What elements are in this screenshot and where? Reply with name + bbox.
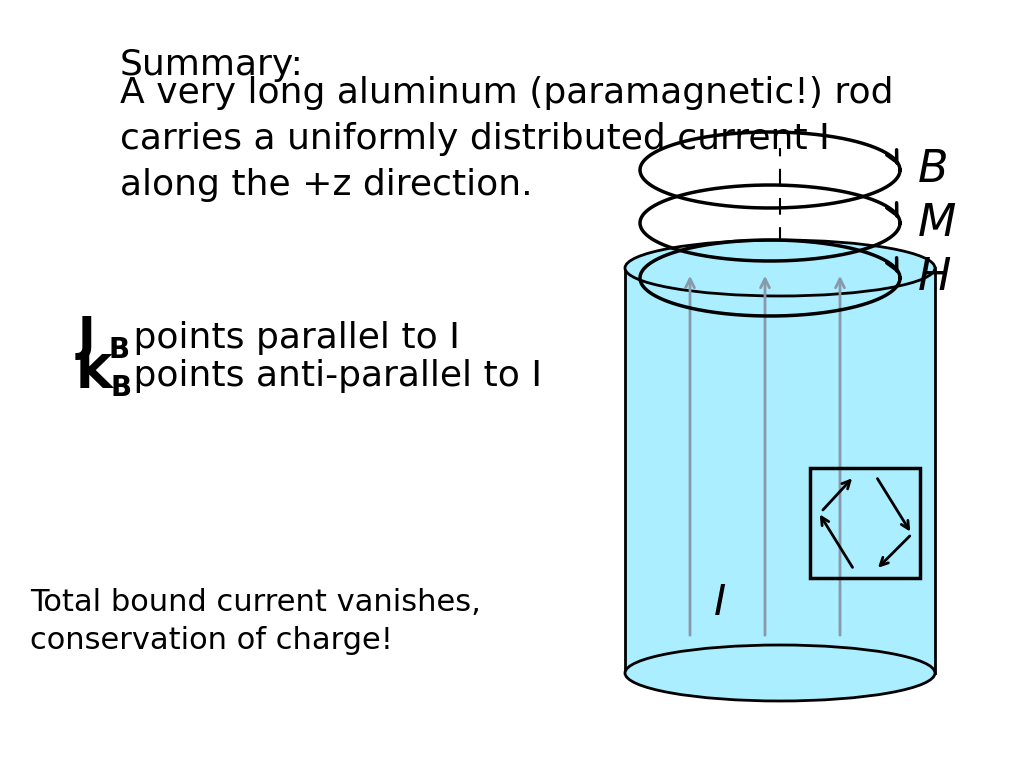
- Text: Summary:: Summary:: [120, 48, 304, 82]
- Text: I: I: [714, 582, 726, 624]
- Text: $\mathbf{B}$: $\mathbf{B}$: [108, 336, 129, 364]
- Text: $\mathbf{B}$: $\mathbf{B}$: [110, 374, 131, 402]
- Bar: [810, 468, 920, 578]
- Text: points parallel to I: points parallel to I: [122, 321, 460, 355]
- Ellipse shape: [625, 240, 935, 296]
- Text: B: B: [918, 148, 948, 191]
- Text: $\mathbf{J}$: $\mathbf{J}$: [75, 314, 93, 362]
- Text: H: H: [918, 257, 951, 300]
- Text: $\mathbf{K}$: $\mathbf{K}$: [75, 353, 115, 399]
- Text: points anti-parallel to I: points anti-parallel to I: [122, 359, 542, 393]
- Bar: [625, 268, 935, 673]
- Text: A very long aluminum (paramagnetic!) rod
carries a uniformly distributed current: A very long aluminum (paramagnetic!) rod…: [120, 76, 894, 202]
- Text: Total bound current vanishes,
conservation of charge!: Total bound current vanishes, conservati…: [30, 588, 481, 655]
- Ellipse shape: [625, 645, 935, 701]
- Text: M: M: [918, 201, 956, 244]
